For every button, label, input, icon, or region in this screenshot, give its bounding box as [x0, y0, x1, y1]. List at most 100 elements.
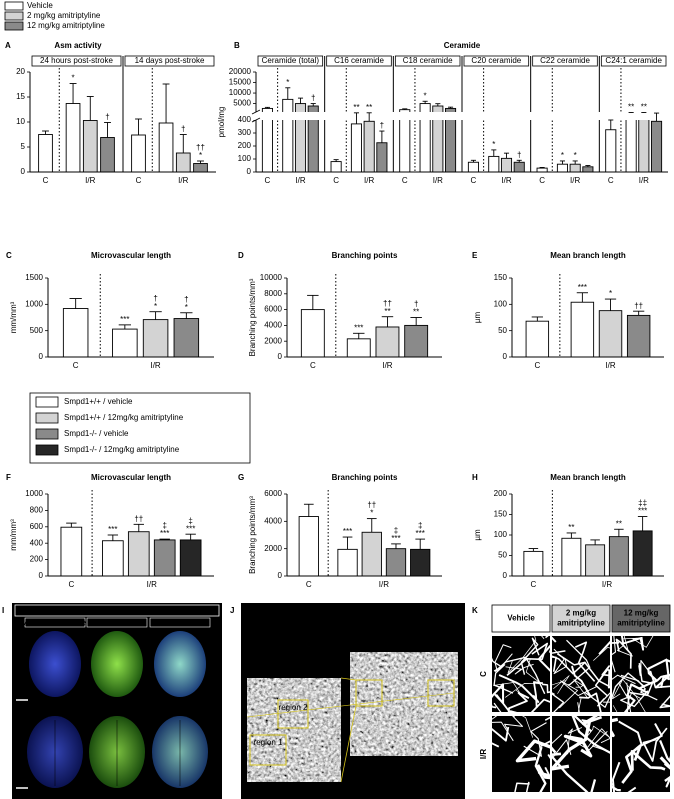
y-tick-label: 2000 [264, 544, 282, 553]
brain-3d [29, 631, 81, 697]
section-bracket [257, 55, 324, 67]
row-label: I/R [479, 749, 488, 759]
y-tick-label: 20000 [229, 67, 252, 76]
bar [175, 152, 191, 173]
zoom-line [246, 692, 455, 718]
significance-label: *** [120, 315, 129, 324]
significance-label: ‡ [162, 521, 166, 530]
vessel [537, 644, 550, 672]
image-caption: 1.6 x magnification [369, 640, 441, 649]
significance-label: ** [353, 103, 359, 112]
bar [346, 338, 371, 358]
bar [376, 142, 388, 173]
y-tick-label: 1500 [25, 273, 43, 282]
zoom-line [340, 705, 357, 783]
panel-letter: H [472, 473, 478, 482]
vessel [629, 662, 654, 697]
chart-title: Microvascular length [91, 473, 171, 482]
legend-label: Vehicle [27, 1, 53, 10]
legend-label: Smpd1+/+ / vehicle [64, 397, 133, 406]
panel-letter: G [238, 473, 244, 482]
vessel [552, 692, 565, 712]
vessel [621, 744, 642, 784]
vessel [514, 781, 530, 792]
x-tick-label: C [265, 176, 271, 185]
x-tick-label: C [333, 176, 339, 185]
bar [350, 123, 362, 173]
section-label: C22 ceramide [540, 56, 590, 65]
y-tick-label: 15000 [229, 78, 252, 87]
bar [375, 326, 400, 358]
x-tick-label: C [539, 176, 545, 185]
section-bracket [600, 55, 667, 67]
bar [570, 301, 595, 358]
bar [488, 155, 500, 173]
significance-label: * [185, 303, 188, 312]
legend-swatch [4, 11, 24, 21]
bar [179, 539, 202, 577]
x-tick-label: I/R [178, 176, 188, 185]
y-tick-label: 1000 [25, 299, 43, 308]
vessel-network [612, 717, 670, 792]
brain-3d [91, 631, 143, 697]
bar [82, 120, 98, 173]
x-tick-label: C [136, 176, 142, 185]
legend-swatch [35, 428, 59, 440]
chart-title: Branching points [332, 251, 398, 260]
y-axis-label: Branching points/mm³ [248, 278, 257, 356]
chart-title: Ceramide [444, 41, 481, 50]
vessel [505, 658, 542, 698]
bar [193, 163, 208, 173]
column-header: amitriptyline [617, 619, 665, 628]
zoom-line [340, 677, 357, 681]
vessel [612, 717, 619, 738]
panel-letter: B [234, 41, 240, 50]
bar [60, 526, 83, 577]
vessel [587, 725, 610, 739]
significance-label: †† [367, 501, 376, 510]
y-tick-label: 50 [498, 326, 507, 335]
y-axis-label: µm [473, 312, 482, 324]
significance-label: ** [628, 103, 634, 112]
y-tick-label: 300 [238, 128, 252, 137]
panel-letter: F [6, 473, 11, 482]
column-header-box [491, 604, 551, 633]
bar [300, 309, 325, 358]
significance-label: †† [196, 143, 205, 152]
vessel [571, 716, 610, 754]
region-box [277, 699, 309, 729]
row-label: Horizontal sections [15, 718, 24, 786]
vessel [493, 682, 521, 694]
brain-3d [154, 631, 206, 697]
vessel [574, 641, 596, 682]
y-tick-label: 8000 [264, 289, 282, 298]
chart-title: Mean branch length [550, 251, 626, 260]
y-tick-label: 0 [503, 352, 508, 361]
significance-label: † [181, 125, 185, 134]
legend-label: Smpd1+/+ / 12mg/kg amitriptyline [64, 413, 184, 422]
y-tick-label: 5 [21, 142, 26, 151]
vessel [558, 680, 597, 709]
vessel [552, 746, 562, 756]
y-axis-label: µm [473, 529, 482, 541]
legend-swatch [4, 21, 24, 31]
x-tick-label: C [306, 580, 312, 589]
bar [536, 167, 548, 173]
image-caption: 6.4 x magnification [258, 624, 330, 633]
column-header: Merge [169, 618, 192, 627]
vessel [603, 701, 610, 703]
chart-title: Branching points [332, 473, 398, 482]
axis-break [252, 112, 670, 120]
legend-box [29, 392, 251, 464]
y-tick-label: 800 [30, 506, 44, 515]
y-tick-label: 100 [238, 154, 252, 163]
legend-label: Smpd1-/- / vehicle [64, 429, 129, 438]
legend-label: Smpd1-/- / 12mg/kg amitriptyline [64, 445, 180, 454]
significance-label: † [517, 150, 521, 159]
section-label: 24 hours post-stroke [40, 56, 113, 65]
title-bar [14, 604, 220, 617]
y-tick-label: 600 [30, 522, 44, 531]
vessel [563, 734, 593, 758]
micrograph [552, 716, 610, 792]
